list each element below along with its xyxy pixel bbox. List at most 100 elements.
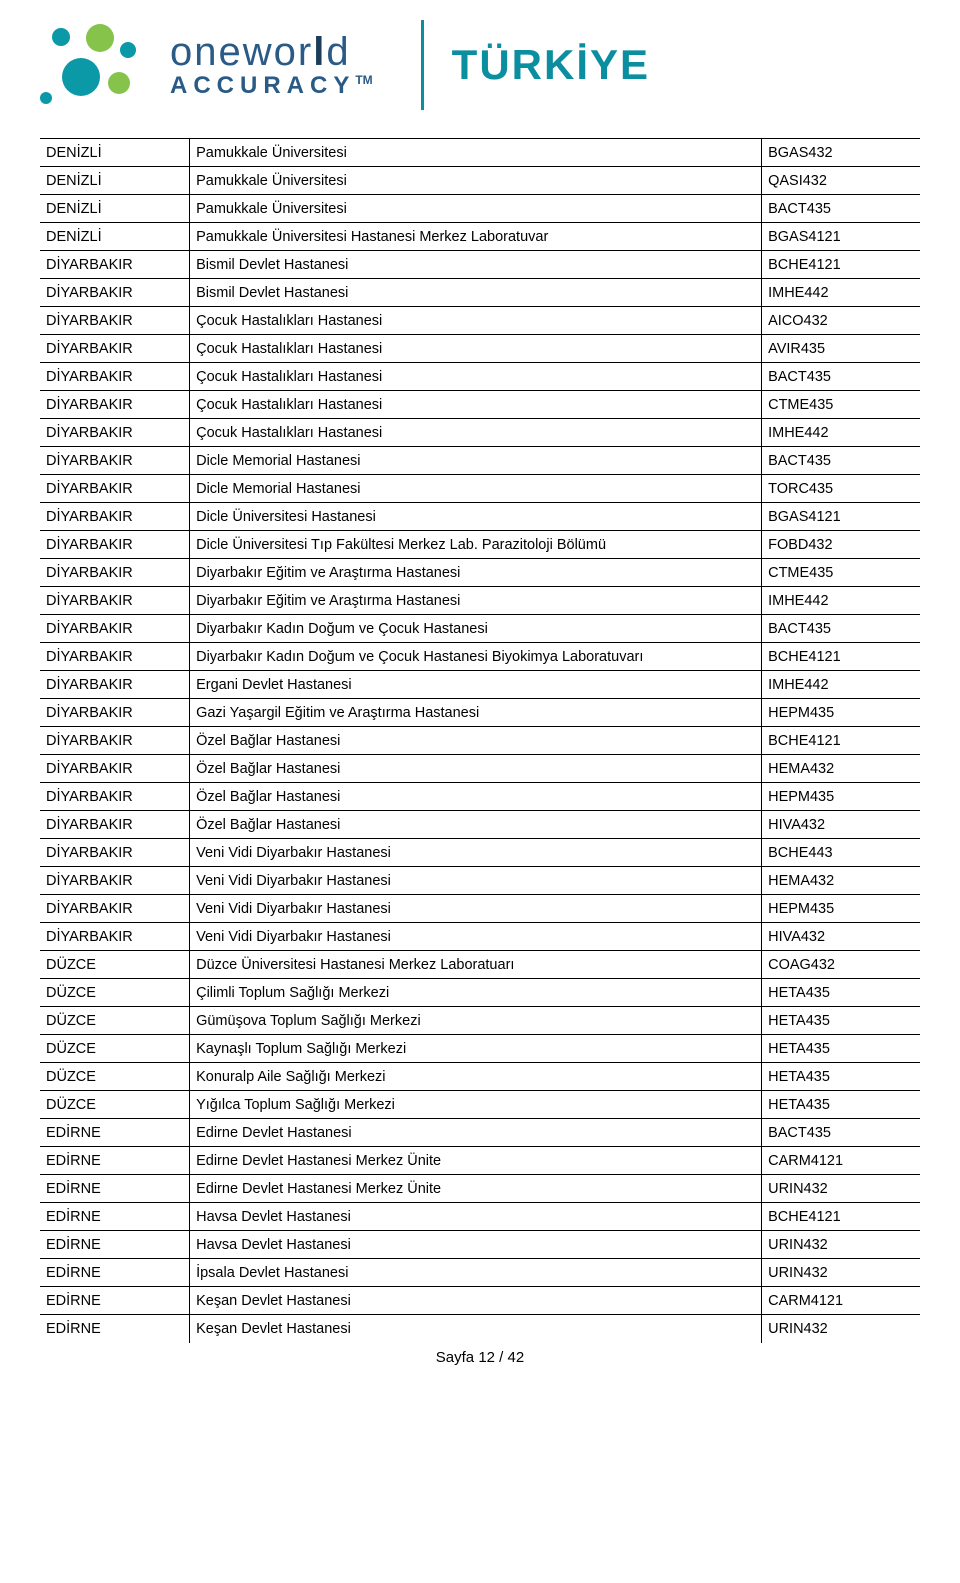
cell-code: BCHE443 [762, 839, 920, 867]
logo-dot-icon [108, 72, 130, 94]
cell-province: EDİRNE [40, 1315, 190, 1343]
cell-province: EDİRNE [40, 1147, 190, 1175]
cell-code: HEPM435 [762, 699, 920, 727]
table-row: DİYARBAKIRÖzel Bağlar HastanesiHEPM435 [40, 783, 920, 811]
brand-post: d [326, 30, 350, 74]
logo-mark [40, 20, 160, 110]
cell-province: EDİRNE [40, 1259, 190, 1287]
cell-institution: Dicle Üniversitesi Hastanesi [190, 503, 762, 531]
cell-institution: Pamukkale Üniversitesi [190, 195, 762, 223]
cell-code: COAG432 [762, 951, 920, 979]
cell-institution: Veni Vidi Diyarbakır Hastanesi [190, 839, 762, 867]
cell-institution: Çocuk Hastalıkları Hastanesi [190, 307, 762, 335]
cell-province: DÜZCE [40, 979, 190, 1007]
cell-province: DİYARBAKIR [40, 447, 190, 475]
cell-code: BACT435 [762, 363, 920, 391]
table-row: DİYARBAKIRÇocuk Hastalıkları HastanesiCT… [40, 391, 920, 419]
cell-institution: Çilimli Toplum Sağlığı Merkezi [190, 979, 762, 1007]
cell-institution: Diyarbakır Kadın Doğum ve Çocuk Hastanes… [190, 643, 762, 671]
cell-code: TORC435 [762, 475, 920, 503]
cell-province: DİYARBAKIR [40, 363, 190, 391]
table-row: DİYARBAKIRÖzel Bağlar HastanesiHIVA432 [40, 811, 920, 839]
table-row: EDİRNEHavsa Devlet HastanesiBCHE4121 [40, 1203, 920, 1231]
table-row: DİYARBAKIRÇocuk Hastalıkları HastanesiAV… [40, 335, 920, 363]
table-row: DİYARBAKIRVeni Vidi Diyarbakır Hastanesi… [40, 839, 920, 867]
table-row: DİYARBAKIRDiyarbakır Eğitim ve Araştırma… [40, 587, 920, 615]
table-row: DİYARBAKIRVeni Vidi Diyarbakır Hastanesi… [40, 867, 920, 895]
table-row: DİYARBAKIRDiyarbakır Eğitim ve Araştırma… [40, 559, 920, 587]
table-row: DENİZLİPamukkale ÜniversitesiQASI432 [40, 167, 920, 195]
brand-country: TÜRKİYE [452, 41, 650, 89]
cell-province: EDİRNE [40, 1231, 190, 1259]
cell-province: EDİRNE [40, 1119, 190, 1147]
cell-province: DİYARBAKIR [40, 531, 190, 559]
table-row: DİYARBAKIRVeni Vidi Diyarbakır Hastanesi… [40, 895, 920, 923]
cell-institution: Dicle Memorial Hastanesi [190, 447, 762, 475]
cell-province: DİYARBAKIR [40, 643, 190, 671]
cell-province: DÜZCE [40, 951, 190, 979]
cell-province: DİYARBAKIR [40, 335, 190, 363]
cell-code: HIVA432 [762, 811, 920, 839]
cell-code: HETA435 [762, 1063, 920, 1091]
cell-institution: Edirne Devlet Hastanesi [190, 1119, 762, 1147]
cell-code: BCHE4121 [762, 1203, 920, 1231]
brand-line-1: oneworld [170, 31, 373, 73]
cell-code: HETA435 [762, 1007, 920, 1035]
cell-province: DİYARBAKIR [40, 727, 190, 755]
cell-institution: Edirne Devlet Hastanesi Merkez Ünite [190, 1175, 762, 1203]
data-table: DENİZLİPamukkale ÜniversitesiBGAS432DENİ… [40, 138, 920, 1343]
cell-province: DÜZCE [40, 1063, 190, 1091]
cell-province: DİYARBAKIR [40, 867, 190, 895]
cell-institution: Keşan Devlet Hastanesi [190, 1315, 762, 1343]
table-row: DİYARBAKIRVeni Vidi Diyarbakır Hastanesi… [40, 923, 920, 951]
table-row: EDİRNEEdirne Devlet HastanesiBACT435 [40, 1119, 920, 1147]
table-row: DİYARBAKIRÇocuk Hastalıkları HastanesiIM… [40, 419, 920, 447]
cell-institution: Özel Bağlar Hastanesi [190, 755, 762, 783]
cell-code: HETA435 [762, 979, 920, 1007]
page-footer: Sayfa 12 / 42 [40, 1349, 920, 1366]
cell-province: DİYARBAKIR [40, 839, 190, 867]
table-row: DÜZCEDüzce Üniversitesi Hastanesi Merkez… [40, 951, 920, 979]
cell-code: BCHE4121 [762, 727, 920, 755]
table-row: EDİRNEKeşan Devlet HastanesiURIN432 [40, 1315, 920, 1343]
table-row: DENİZLİPamukkale Üniversitesi Hastanesi … [40, 223, 920, 251]
brand-bold: l [313, 30, 326, 74]
cell-province: DİYARBAKIR [40, 783, 190, 811]
cell-province: EDİRNE [40, 1203, 190, 1231]
cell-code: HIVA432 [762, 923, 920, 951]
logo-dot-icon [62, 58, 100, 96]
table-row: DİYARBAKIRDicle Üniversitesi HastanesiBG… [40, 503, 920, 531]
cell-code: CTME435 [762, 391, 920, 419]
cell-institution: Diyarbakır Eğitim ve Araştırma Hastanesi [190, 587, 762, 615]
cell-code: CTME435 [762, 559, 920, 587]
cell-institution: Diyarbakır Kadın Doğum ve Çocuk Hastanes… [190, 615, 762, 643]
cell-institution: Ergani Devlet Hastanesi [190, 671, 762, 699]
table-row: DİYARBAKIRDiyarbakır Kadın Doğum ve Çocu… [40, 643, 920, 671]
cell-province: DÜZCE [40, 1091, 190, 1119]
table-row: DÜZCEKonuralp Aile Sağlığı MerkeziHETA43… [40, 1063, 920, 1091]
cell-institution: Dicle Memorial Hastanesi [190, 475, 762, 503]
cell-institution: Pamukkale Üniversitesi Hastanesi Merkez … [190, 223, 762, 251]
cell-institution: Pamukkale Üniversitesi [190, 139, 762, 167]
cell-code: BACT435 [762, 195, 920, 223]
table-row: DÜZCEGümüşova Toplum Sağlığı MerkeziHETA… [40, 1007, 920, 1035]
cell-code: HETA435 [762, 1035, 920, 1063]
table-row: DÜZCEKaynaşlı Toplum Sağlığı MerkeziHETA… [40, 1035, 920, 1063]
cell-code: BACT435 [762, 1119, 920, 1147]
table-row: DENİZLİPamukkale ÜniversitesiBGAS432 [40, 139, 920, 167]
table-row: DENİZLİPamukkale ÜniversitesiBACT435 [40, 195, 920, 223]
table-row: DİYARBAKIRDiyarbakır Kadın Doğum ve Çocu… [40, 615, 920, 643]
cell-province: DİYARBAKIR [40, 671, 190, 699]
cell-province: DİYARBAKIR [40, 419, 190, 447]
cell-code: IMHE442 [762, 587, 920, 615]
table-row: DİYARBAKIRBismil Devlet HastanesiIMHE442 [40, 279, 920, 307]
cell-province: DİYARBAKIR [40, 475, 190, 503]
cell-province: DİYARBAKIR [40, 251, 190, 279]
cell-province: DENİZLİ [40, 139, 190, 167]
cell-code: BCHE4121 [762, 643, 920, 671]
cell-institution: Yığılca Toplum Sağlığı Merkezi [190, 1091, 762, 1119]
cell-institution: Çocuk Hastalıkları Hastanesi [190, 363, 762, 391]
cell-province: DİYARBAKIR [40, 699, 190, 727]
cell-province: DİYARBAKIR [40, 923, 190, 951]
logo-dot-icon [52, 28, 70, 46]
